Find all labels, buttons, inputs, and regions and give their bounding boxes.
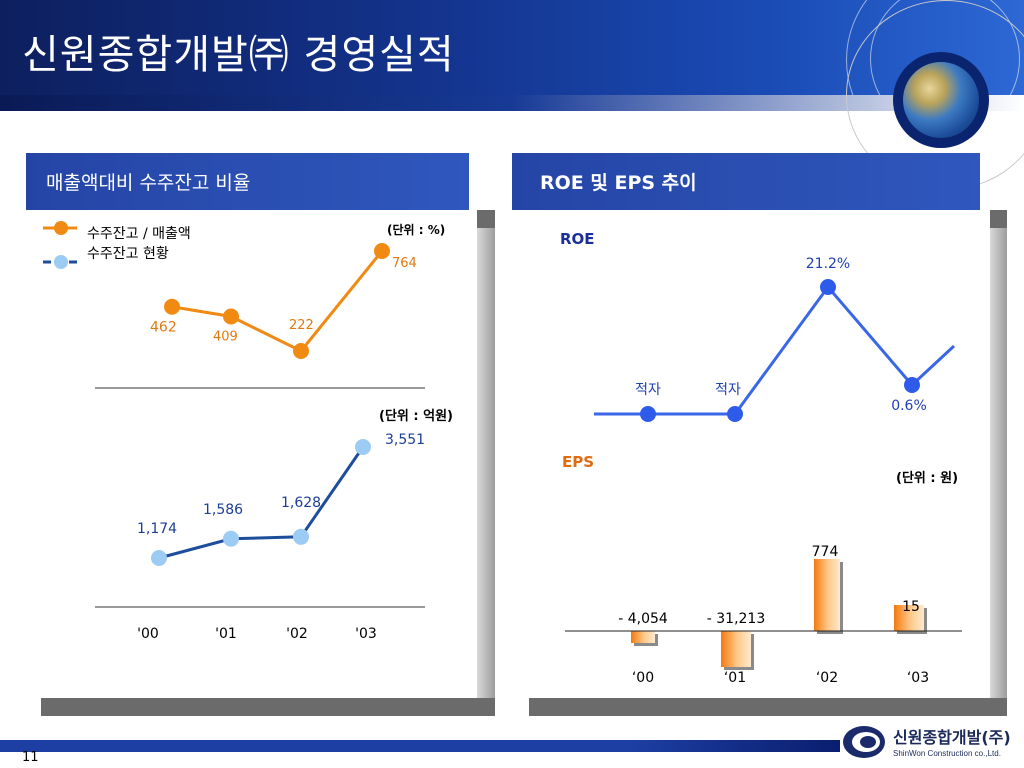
left-x-tick-label: '00 (137, 626, 159, 642)
eps-bar (814, 559, 840, 631)
ratio-data-label: 462 (150, 320, 177, 336)
legend-label-backlog: 수주잔고 현황 (87, 246, 169, 262)
roe-data-label: 0.6% (891, 398, 927, 414)
roe-data-label: 21.2% (806, 256, 850, 272)
eps-heading: EPS (562, 453, 594, 471)
backlog-data-label: 1,586 (203, 502, 243, 518)
eps-data-label: 774 (812, 544, 839, 560)
eps-bar (631, 631, 655, 643)
right-x-tick-label: ‘02 (816, 670, 838, 686)
legend-label-ratio: 수주잔고 / 매출액 (87, 226, 191, 242)
roe-data-label: 적자 (715, 382, 741, 398)
left-chart: 수주잔고 / 매출액 수주잔고 현황 (단위 : %) (단위 : 억원) 46… (43, 221, 453, 642)
company-name-en: ShinWon Construction co.,Ltd. (893, 749, 1001, 758)
eps-data-label: - 31,213 (707, 611, 766, 627)
eps-bar (894, 605, 924, 631)
ratio-point (223, 308, 239, 325)
backlog-data-label: 1,174 (137, 521, 177, 537)
right-panel-title-bar: ROE 및 EPS 추이 (512, 153, 980, 210)
roe-point (820, 279, 836, 295)
page-number: 11 (22, 750, 39, 765)
roe-point (904, 377, 920, 393)
backlog-point (223, 530, 239, 547)
company-name-ko: 신원종합개발(주) (893, 728, 1011, 747)
right-x-tick-label: ‘01 (724, 670, 746, 686)
roe-series-line (594, 284, 956, 416)
legend-dot-blue (54, 255, 68, 269)
roe-point (640, 406, 656, 422)
eps-data-label: 15 (902, 599, 920, 615)
ratio-point (374, 243, 390, 259)
ratio-data-label: 222 (289, 318, 314, 333)
left-panel-side (477, 228, 495, 698)
header-banner: 신원종합개발㈜ 경영실적 (0, 0, 1024, 95)
backlog-point (151, 550, 167, 566)
company-logo-icon (843, 726, 885, 758)
roe-point (727, 406, 743, 422)
right-chart: ROE 적자 적자 21.2% 0.6% EPS (단위 : 원) - 4,054 - … (560, 230, 962, 686)
backlog-data-label: 3,551 (385, 432, 425, 448)
roe-data-label: 적자 (635, 382, 661, 398)
backlog-point (355, 439, 371, 455)
unit-label-eps: (단위 : 원) (896, 470, 958, 486)
backlog-data-label: 1,628 (281, 495, 321, 511)
unit-label-ratio: (단위 : %) (387, 222, 445, 237)
roe-heading: ROE (560, 230, 595, 248)
eps-data-label: - 4,054 (618, 611, 668, 627)
ratio-series-line (171, 250, 384, 353)
ratio-point (293, 343, 309, 359)
left-panel-body (35, 210, 477, 698)
eps-bar (721, 631, 751, 667)
left-x-tick-label: '03 (355, 626, 377, 642)
legend-dot-orange (54, 221, 68, 235)
left-panel-title: 매출액대비 수주잔고 비율 (46, 172, 251, 194)
ratio-point (164, 298, 180, 315)
right-x-tick-label: ‘03 (907, 670, 929, 686)
unit-label-backlog: (단위 : 억원) (379, 408, 453, 424)
right-panel-title: ROE 및 EPS 추이 (540, 172, 697, 194)
page-title: 신원종합개발㈜ 경영실적 (22, 32, 455, 78)
left-panel-title-bar: 매출액대비 수주잔고 비율 (26, 153, 469, 210)
globe-icon (893, 52, 989, 148)
right-x-tick-label: ‘00 (632, 670, 654, 686)
footer-bar (0, 740, 840, 752)
right-panel-side (990, 228, 1007, 698)
decor-ring-outer (846, 0, 1024, 95)
header-underline (0, 95, 1024, 111)
backlog-point (293, 528, 309, 545)
ratio-data-label: 409 (213, 329, 238, 344)
backlog-series-line (158, 446, 365, 560)
left-x-tick-label: '02 (286, 626, 308, 642)
ratio-data-label: 764 (392, 256, 417, 271)
left-x-tick-label: '01 (215, 626, 237, 642)
